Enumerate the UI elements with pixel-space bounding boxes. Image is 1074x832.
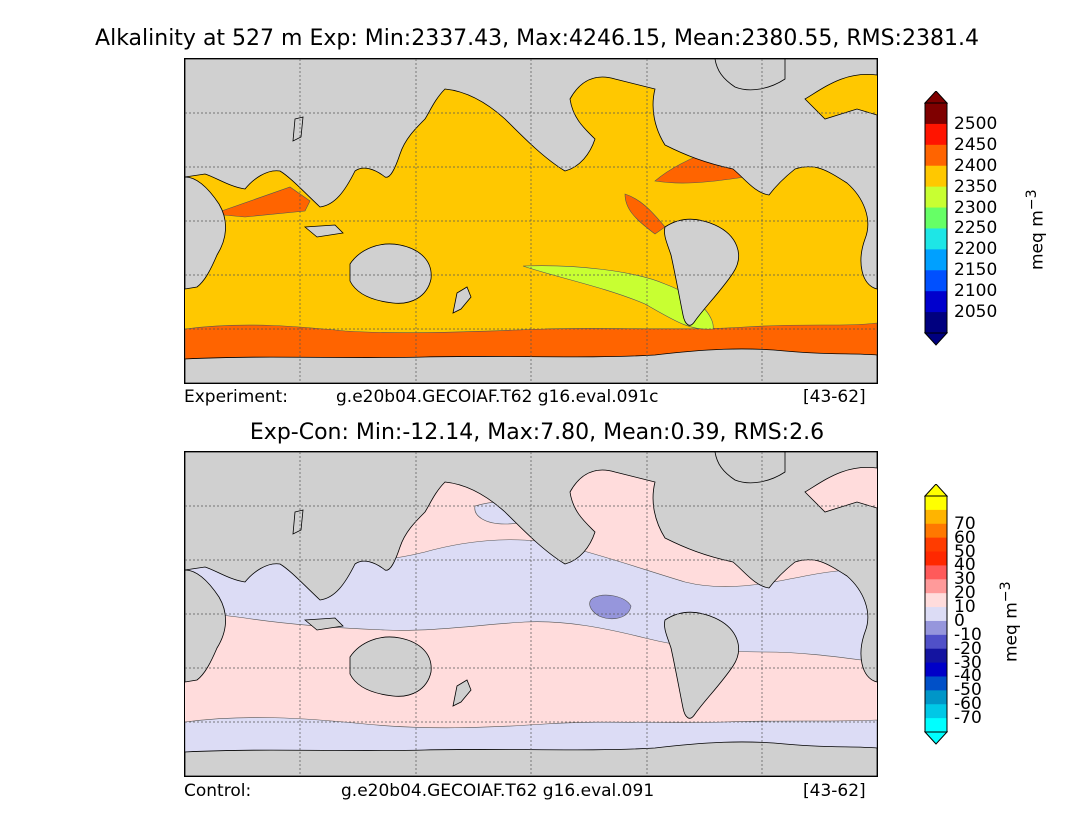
colorbar-segment (925, 565, 947, 580)
colorbar-segment (925, 579, 947, 594)
top-footer-years: [43-62] (803, 387, 866, 407)
antarctica (185, 741, 877, 776)
colorbar-tick-label: -30 (954, 652, 982, 673)
colorbar-tick-label: 2100 (954, 281, 998, 302)
graticule (185, 452, 877, 776)
bottom-colorbar-unit: meq m−3 (998, 581, 1022, 662)
colorbar-segment (925, 291, 947, 313)
colorbar-tick-label: -50 (954, 680, 982, 701)
colorbar-segment (925, 523, 947, 539)
colorbar-segment (925, 620, 947, 636)
colorbar-tick-label: -40 (954, 666, 982, 687)
colorbar-under-arrow (923, 332, 949, 346)
colorbar-segment (925, 165, 947, 188)
colorbar-tick-label: 2350 (954, 176, 998, 197)
colorbar-segment (925, 634, 947, 650)
japan (292, 116, 304, 142)
greenland (714, 452, 786, 484)
south-america (664, 611, 739, 719)
africa (185, 569, 226, 683)
colorbar-segment (925, 704, 947, 719)
antarctica (185, 348, 877, 383)
central-america-patch (624, 193, 666, 235)
bottom-title: Exp-Con: Min:-12.14, Max:7.80, Mean:0.39… (249, 420, 825, 445)
bottom-map (184, 451, 878, 777)
japan (292, 509, 304, 535)
top-footer-label: Experiment: (184, 387, 288, 407)
colorbar-segment (925, 228, 947, 250)
colorbar-tick-label: 2150 (954, 260, 998, 281)
africa (185, 176, 226, 290)
colorbar-tick-label: -60 (954, 694, 982, 715)
colorbar-tick-label: 2050 (954, 302, 998, 323)
australia (349, 636, 432, 697)
greenland (714, 59, 786, 91)
colorbar-over-arrow (923, 483, 949, 497)
colorbar-tick-label: 2300 (954, 197, 998, 218)
south-america (664, 218, 739, 326)
colorbar-segment (925, 509, 947, 525)
colorbar-tick-label: -70 (954, 708, 982, 729)
colorbar-tick-label: 2450 (954, 134, 998, 155)
graticule (185, 59, 877, 383)
colorbar-segment (925, 551, 947, 566)
colorbar-segment (925, 123, 947, 146)
top-colorbar-unit: meq m−3 (1024, 189, 1048, 270)
colorbar-segment (925, 537, 947, 553)
colorbar-tick-label: 50 (954, 541, 976, 562)
bottom-colorbar: -70 -60 -50 -40 -30 -20 -10 0 10 20 30 40 50 60 70 (923, 483, 1006, 745)
top-colorbar: 2050 2100 2150 2200 2250 2300 2350 2400 2450 2500 (923, 90, 1006, 346)
eurasia (185, 452, 877, 683)
colorbar-segment (925, 103, 947, 125)
colorbar-segment (925, 718, 947, 733)
new-zealand (452, 286, 472, 314)
colorbar-under-arrow (923, 731, 949, 745)
colorbar-segment (925, 593, 947, 608)
top-map (184, 58, 878, 384)
colorbar-segment (925, 249, 947, 271)
indonesia (303, 224, 344, 238)
bottom-footer-years: [43-62] (803, 781, 866, 801)
colorbar-tick-label: 2500 (954, 113, 998, 134)
colorbar-segment (925, 690, 947, 705)
colorbar-graphic (923, 483, 949, 745)
colorbar-tick-label: 2400 (954, 155, 998, 176)
colorbar-segment (925, 648, 947, 664)
top-footer-case: g.e20b04.GECOIAF.T62 g16.eval.091c (336, 387, 659, 407)
indonesia (303, 617, 344, 631)
colorbar-segment (925, 270, 947, 292)
colorbar-tick-label: 0 (954, 610, 965, 631)
bottom-footer-case: g.e20b04.GECOIAF.T62 g16.eval.091 (341, 781, 655, 801)
colorbar-tick-label: -10 (954, 624, 982, 645)
new-zealand (452, 679, 472, 707)
colorbar-tick-label: 2200 (954, 239, 998, 260)
colorbar-segment (925, 207, 947, 229)
bottom-footer-label: Control: (184, 781, 252, 801)
eurasia (185, 59, 877, 290)
colorbar-graphic (923, 90, 949, 346)
colorbar-segment (925, 312, 947, 334)
indian-ocean-patch (212, 186, 311, 218)
east-pacific-negative-patch (589, 594, 632, 619)
colorbar-segment (925, 607, 947, 622)
colorbar-segment (925, 496, 947, 511)
top-title: Alkalinity at 527 m Exp: Min:2337.43, Ma… (95, 26, 979, 51)
colorbar-segment (925, 144, 947, 167)
colorbar-over-arrow (923, 90, 949, 104)
australia (349, 243, 432, 304)
colorbar-tick-label: 40 (954, 555, 976, 576)
colorbar-segment (925, 662, 947, 677)
colorbar-tick-label: 20 (954, 583, 976, 604)
colorbar-segment (925, 676, 947, 691)
colorbar-segment (925, 186, 947, 209)
colorbar-tick-label: 10 (954, 597, 976, 618)
colorbar-tick-label: 2250 (954, 218, 998, 239)
colorbar-tick-label: 60 (954, 527, 976, 548)
colorbar-tick-label: 30 (954, 569, 976, 590)
colorbar-tick-label: 70 (954, 513, 976, 534)
colorbar-tick-label: -20 (954, 638, 982, 659)
